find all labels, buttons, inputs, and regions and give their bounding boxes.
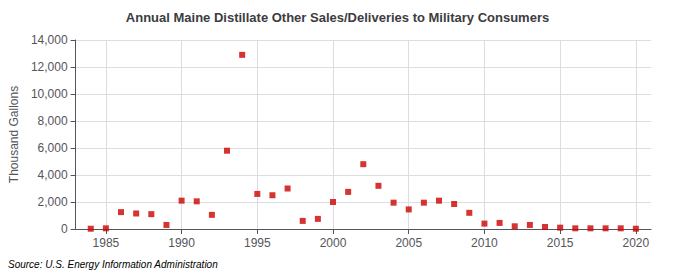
svg-text:0: 0: [61, 222, 68, 236]
svg-text:2015: 2015: [547, 236, 574, 250]
svg-text:1990: 1990: [168, 236, 195, 250]
svg-text:2000: 2000: [320, 236, 347, 250]
svg-text:2005: 2005: [395, 236, 422, 250]
svg-text:14,000: 14,000: [31, 33, 68, 47]
svg-text:Source: U.S. Energy Informatio: Source: U.S. Energy Information Administ…: [8, 259, 218, 270]
svg-text:4,000: 4,000: [38, 168, 68, 182]
svg-text:12,000: 12,000: [31, 60, 68, 74]
svg-text:2010: 2010: [471, 236, 498, 250]
svg-text:1995: 1995: [244, 236, 271, 250]
svg-text:8,000: 8,000: [38, 114, 68, 128]
svg-text:Annual Maine Distillate Other: Annual Maine Distillate Other Sales/Deli…: [126, 10, 549, 25]
svg-text:2,000: 2,000: [38, 195, 68, 209]
svg-text:6,000: 6,000: [38, 141, 68, 155]
svg-text:Thousand Gallons: Thousand Gallons: [7, 86, 21, 183]
svg-text:1985: 1985: [93, 236, 120, 250]
svg-text:2020: 2020: [623, 236, 650, 250]
svg-text:10,000: 10,000: [31, 87, 68, 101]
